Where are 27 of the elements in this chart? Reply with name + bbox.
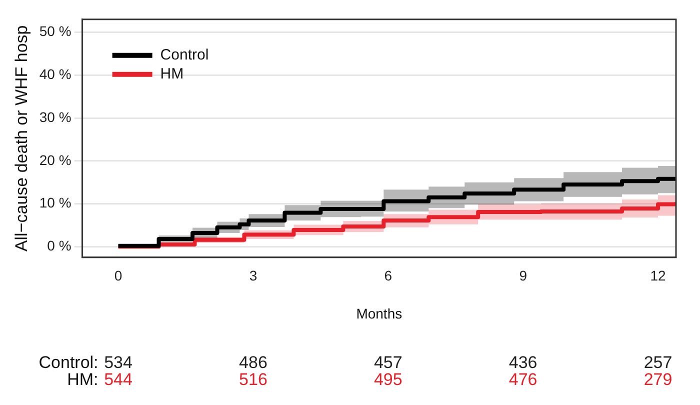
y-tick-label: 20 % — [39, 152, 72, 168]
y-tick-label: 10 % — [39, 194, 72, 211]
text: 476 — [508, 370, 538, 390]
text: Control: — [38, 353, 98, 372]
x-tick-label: 3 — [249, 268, 258, 284]
x-axis-title: Months — [356, 305, 402, 322]
x-tick-label: 12 — [650, 268, 666, 284]
legend-label: Control — [160, 46, 209, 64]
text: 495 — [374, 370, 402, 390]
text: 516 — [239, 370, 268, 390]
x-tick-label: 0 — [114, 268, 122, 284]
legend-label: HM — [160, 66, 184, 83]
text: 257 — [644, 353, 672, 372]
x-tick-label: 6 — [384, 268, 392, 284]
y-tick-label: 0 % — [47, 238, 72, 254]
text: 544 — [104, 370, 132, 390]
y-tick-label: 50 % — [39, 23, 72, 40]
x-tick-label: 9 — [519, 268, 528, 284]
text: 486 — [239, 353, 268, 372]
text: 457 — [374, 353, 402, 372]
y-axis-title: All−cause death or WHF hosp — [12, 25, 31, 252]
text: 279 — [644, 370, 672, 390]
text: 534 — [104, 353, 132, 372]
text: HM: — [67, 370, 98, 390]
text: 436 — [508, 353, 538, 372]
y-tick-label: 40 % — [39, 66, 72, 82]
y-tick-label: 30 % — [39, 108, 72, 125]
